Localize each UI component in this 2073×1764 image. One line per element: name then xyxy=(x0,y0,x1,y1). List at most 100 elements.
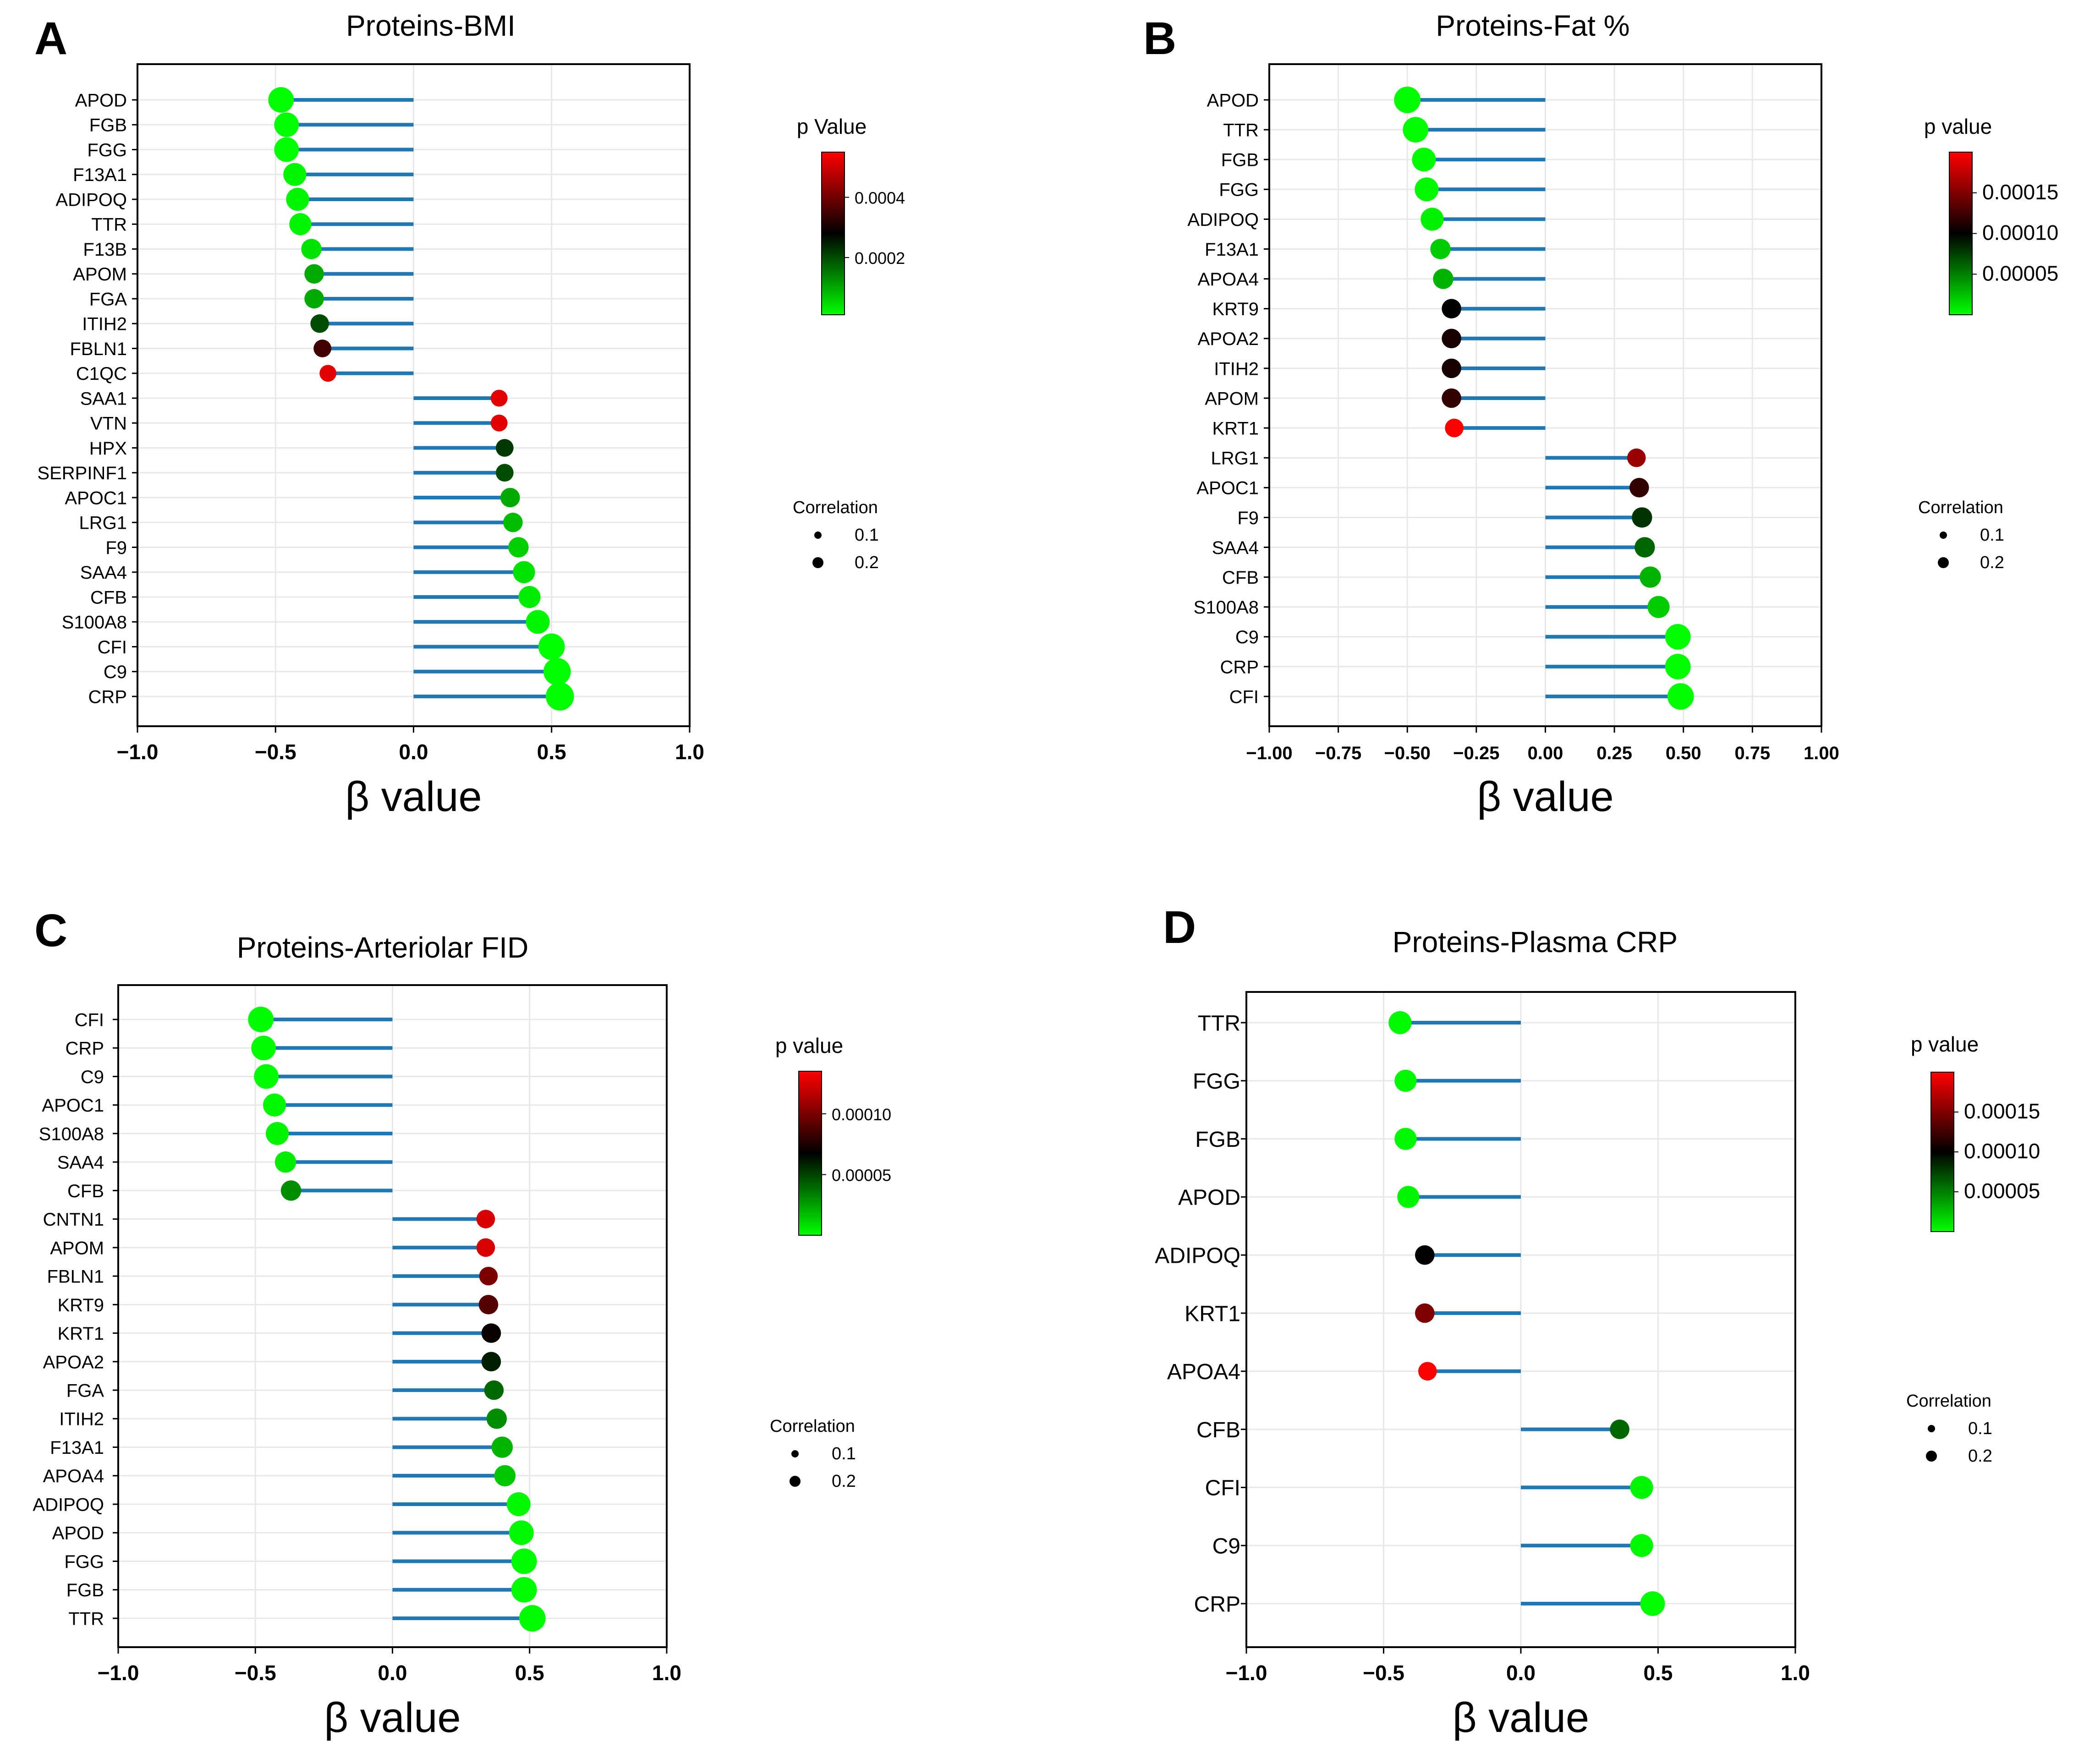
x-tick-label: 0.5 xyxy=(515,1661,544,1685)
colorbar-tick-label: 0.00010 xyxy=(1982,221,2058,245)
correlation-legend: Correlation 0.1 0.2 xyxy=(1906,1391,1992,1466)
y-tick-label: FBLN1 xyxy=(47,1267,104,1287)
point-apoa4 xyxy=(1433,268,1453,289)
point-cfb xyxy=(1610,1419,1629,1439)
colorbar-tick-label: 0.00005 xyxy=(832,1166,891,1185)
y-tick-label: VTN xyxy=(90,414,127,434)
point-f9 xyxy=(508,537,529,558)
x-tick-label: 0.50 xyxy=(1666,743,1701,763)
point-fbln1 xyxy=(479,1266,498,1286)
panel-label: C xyxy=(34,905,67,956)
y-tick-label: CRP xyxy=(88,687,127,707)
y-tick-label: F13A1 xyxy=(50,1438,104,1458)
x-tick-label: −1.0 xyxy=(117,740,159,764)
correlation-legend: Correlation 0.1 0.2 xyxy=(1918,498,2004,572)
point-apoc1 xyxy=(263,1093,286,1117)
y-tick-label: FGG xyxy=(1219,180,1259,200)
correlation-legend-dot xyxy=(1938,557,1949,568)
point-fbln1 xyxy=(313,340,332,357)
y-tick-label: APOD xyxy=(52,1523,104,1544)
point-krt9 xyxy=(478,1295,499,1315)
point-krt1 xyxy=(481,1323,501,1343)
y-tick-label: F13B xyxy=(83,240,127,260)
y-tick-label: FGB xyxy=(89,115,127,136)
panel-b: B Proteins-Fat % APOD TTR FGB FGG ADIPOQ F13A1 A… xyxy=(1143,9,2058,820)
correlation-legend-label: 0.2 xyxy=(1968,1446,1992,1466)
grid xyxy=(117,985,668,1647)
correlation-legend-label: 0.2 xyxy=(855,553,879,572)
y-tick-label: ADIPOQ xyxy=(55,190,127,210)
x-tick-label: −1.0 xyxy=(1226,1661,1267,1685)
point-cntn1 xyxy=(476,1210,495,1228)
point-s100a8 xyxy=(526,610,550,634)
point-apoa4 xyxy=(494,1465,516,1487)
y-tick-label: CFI xyxy=(1229,687,1259,707)
y-tick-label: F9 xyxy=(105,538,127,558)
point-adipoq xyxy=(286,187,309,211)
x-tick-label: −1.00 xyxy=(1246,743,1292,763)
point-c1qc xyxy=(319,365,337,382)
y-tick-label: CFB xyxy=(67,1181,104,1201)
point-cfb xyxy=(280,1180,302,1201)
point-apod xyxy=(1397,1186,1420,1208)
point-apoa2 xyxy=(481,1352,501,1372)
x-tick-label: −0.50 xyxy=(1384,743,1431,763)
y-tick-label: TTR xyxy=(1198,1011,1240,1035)
y-tick-label: FGG xyxy=(1193,1069,1240,1094)
y-tick-label: C9 xyxy=(1235,627,1259,647)
colorbar-tick-label: 0.00010 xyxy=(1964,1139,2040,1163)
point-itih2 xyxy=(310,314,329,333)
point-cfb xyxy=(518,586,541,608)
correlation-legend-label: 0.1 xyxy=(855,526,879,545)
point-cfb xyxy=(1640,566,1661,588)
p-value-legend-title: p value xyxy=(1924,115,1992,138)
point-fgb xyxy=(274,112,299,137)
y-tick-label: FBLN1 xyxy=(70,339,127,359)
point-c9 xyxy=(1665,624,1691,650)
x-tick-label: 0.0 xyxy=(1506,1661,1536,1685)
panel-label: A xyxy=(34,13,67,64)
y-tick-label: FGG xyxy=(87,140,127,160)
y-tick-label: S100A8 xyxy=(62,613,127,633)
point-apom xyxy=(1442,388,1461,408)
x-axis-label: β value xyxy=(324,1694,461,1741)
y-tick-label: APOA4 xyxy=(1167,1360,1240,1384)
correlation-legend-dot xyxy=(790,1476,801,1487)
x-tick-label: 1.0 xyxy=(1781,1661,1810,1685)
point-c9 xyxy=(1630,1534,1653,1557)
y-tick-label: APOD xyxy=(1207,90,1259,110)
y-tick-label: TTR xyxy=(1223,121,1259,141)
y-tick-label: CFI xyxy=(75,1010,104,1030)
point-fgb xyxy=(511,1577,537,1603)
x-tick-label: −0.5 xyxy=(1363,1661,1404,1685)
point-ttr xyxy=(1403,117,1429,142)
point-f13b xyxy=(301,239,322,259)
y-tick-label: CRP xyxy=(1220,657,1259,677)
point-cfi xyxy=(248,1007,274,1032)
y-tick-label: C9 xyxy=(1212,1534,1240,1558)
correlation-legend-dot xyxy=(812,557,823,568)
point-fga xyxy=(304,289,324,309)
y-tick-label: KRT1 xyxy=(1212,419,1259,439)
panel-label: D xyxy=(1163,902,1196,953)
point-cfi xyxy=(1630,1476,1653,1499)
correlation-legend-title: Correlation xyxy=(1906,1391,1991,1411)
correlation-legend-dot xyxy=(814,531,822,539)
y-tick-label: SAA1 xyxy=(80,389,127,409)
y-tick-label: APOA4 xyxy=(1198,269,1259,290)
point-s100a8 xyxy=(266,1122,289,1145)
point-krt9 xyxy=(1442,299,1461,318)
y-tick-label: SAA4 xyxy=(80,563,127,583)
y-tick-label: S100A8 xyxy=(39,1124,104,1144)
y-tick-label: S100A8 xyxy=(1194,597,1259,618)
point-fgg xyxy=(1415,177,1439,202)
colorbar-tick-label: 0.00010 xyxy=(832,1105,891,1124)
y-tick-label: CFB xyxy=(1222,568,1259,588)
x-tick-label: 0.5 xyxy=(1644,1661,1673,1685)
colorbar-tick-label: 0.00005 xyxy=(1964,1179,2040,1203)
x-tick-label: 0.00 xyxy=(1528,743,1563,763)
point-itih2 xyxy=(1442,358,1461,378)
y-tick-label: ADIPOQ xyxy=(1187,210,1259,230)
point-f13a1 xyxy=(1430,239,1451,259)
y-tick-label: ITIH2 xyxy=(82,314,127,334)
